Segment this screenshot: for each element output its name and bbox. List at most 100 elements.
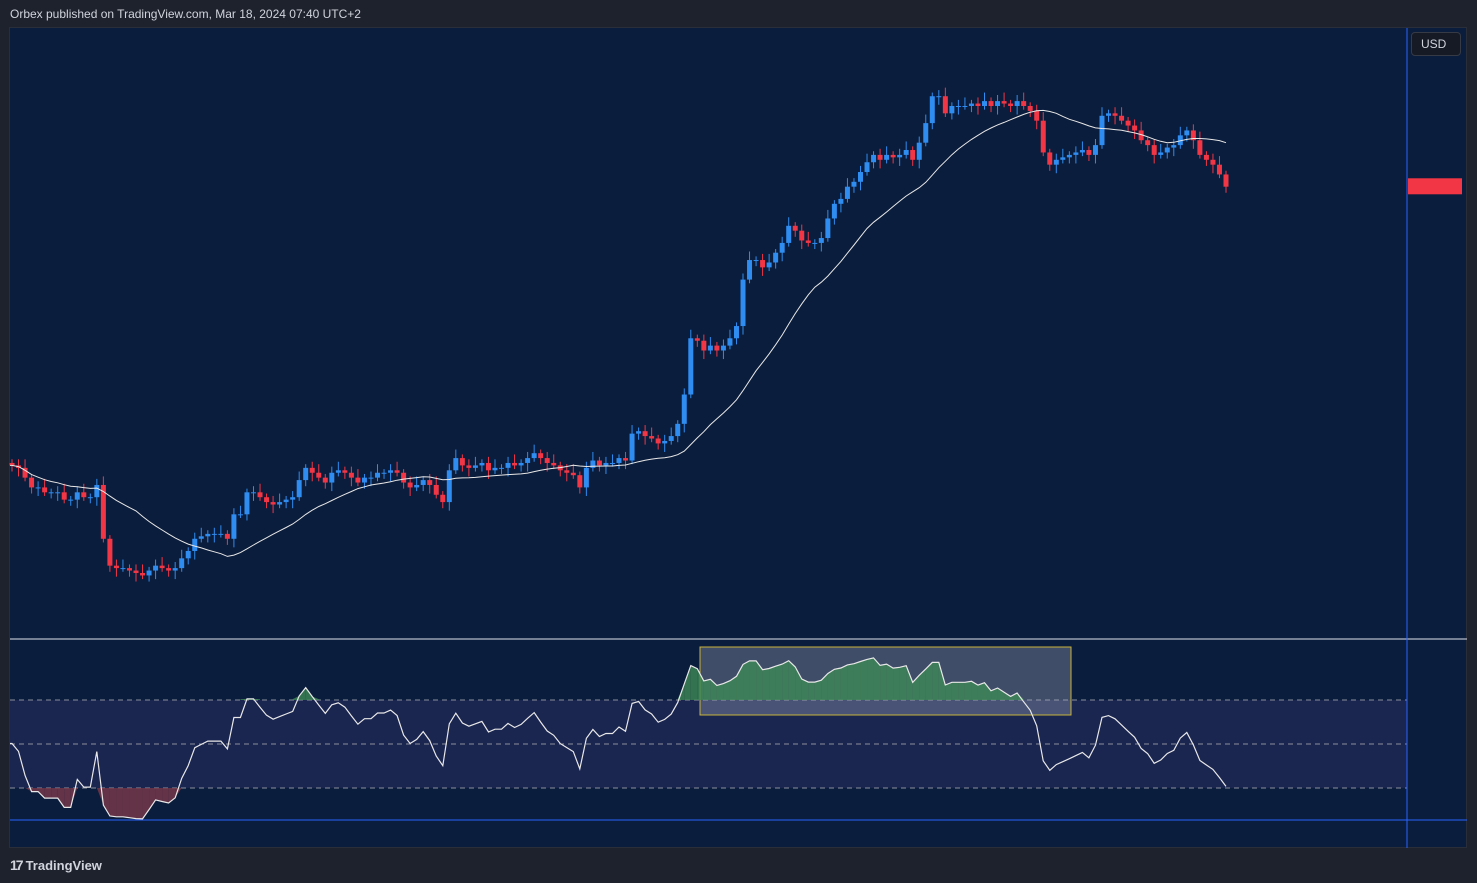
candle-body (831, 203, 837, 219)
candle-body (818, 238, 824, 243)
candle-body (198, 536, 204, 539)
candle-body (747, 260, 753, 280)
candle-body (427, 480, 433, 485)
rsi-oversold-fill (103, 788, 110, 816)
candle-body (701, 340, 707, 351)
rsi-overbought-fill (893, 667, 900, 700)
candle-body (388, 470, 394, 473)
candle-body (270, 502, 276, 505)
candle-body (329, 472, 335, 483)
candle-body (153, 565, 159, 571)
candle-body (74, 492, 80, 500)
candle-body (433, 484, 439, 495)
candle-body (694, 338, 700, 341)
rsi-overbought-fill (729, 676, 737, 700)
candle-body (107, 538, 113, 566)
candle-body (773, 252, 779, 263)
candle-body (277, 502, 283, 505)
candle-body (1014, 101, 1020, 106)
candle-body (1190, 130, 1196, 141)
candle-body (799, 230, 805, 241)
candle-body (531, 453, 537, 459)
rsi-overbought-fill (886, 664, 894, 700)
rsi-overbought-fill (984, 682, 992, 700)
candle-body (1060, 157, 1066, 160)
rsi-oversold-fill (155, 788, 163, 802)
candle-body (760, 260, 766, 268)
candle-body (864, 162, 870, 173)
candle-body (525, 458, 531, 463)
candle-body (616, 458, 622, 463)
candle-body (753, 260, 759, 262)
rsi-oversold-fill (57, 788, 65, 808)
tradingview-logo[interactable]: 17 TradingView (10, 857, 102, 873)
rsi-overbought-fill (769, 666, 776, 700)
rsi-overbought-fill (684, 665, 691, 700)
currency-button[interactable]: USD (1411, 32, 1461, 56)
rsi-oversold-fill (44, 788, 52, 799)
candle-body (962, 106, 968, 107)
rsi-overbought-fill (690, 665, 698, 700)
candle-body (903, 150, 909, 155)
candle-body (590, 460, 596, 468)
candle-body (355, 477, 361, 483)
candle-body (1047, 152, 1053, 165)
candle-body (440, 494, 446, 503)
rsi-overbought-fill (827, 669, 835, 700)
candle-body (264, 497, 270, 503)
candle-body (551, 462, 557, 466)
rsi-overbought-fill (795, 666, 802, 700)
candle-body (714, 345, 720, 351)
rsi-oversold-fill (175, 787, 182, 798)
candle-body (825, 218, 831, 239)
candle-body (982, 101, 988, 106)
candle-body (381, 472, 387, 474)
rsi-oversold-fill (38, 788, 45, 799)
rsi-line (10, 657, 1227, 820)
candle-body (466, 465, 472, 468)
candle-body (936, 96, 942, 98)
candle-body (897, 154, 903, 158)
candle-body (916, 142, 922, 160)
rsi-oversold-fill (149, 788, 156, 810)
candle-body (1177, 135, 1183, 146)
rsi-oversold-fill (129, 788, 137, 819)
rsi-overbought-fill (1010, 693, 1018, 700)
candle-body (1223, 174, 1229, 187)
rsi-overbought-fill (938, 662, 946, 700)
candle-body (1158, 152, 1164, 155)
rsi-overbought-fill (756, 660, 763, 700)
candle-body (975, 103, 981, 106)
candle-body (146, 570, 152, 576)
candle-body (629, 433, 635, 461)
candle-body (446, 470, 452, 503)
candle-body (727, 338, 733, 346)
candle-body (668, 436, 674, 441)
candle-body (55, 492, 61, 494)
candle-body (485, 462, 491, 471)
candle-body (1001, 101, 1007, 104)
rsi-overbought-fill (880, 664, 887, 700)
candle-body (283, 499, 289, 503)
candle-body (779, 242, 785, 253)
rsi-overbought-fill (925, 662, 933, 700)
candle-body (1119, 115, 1125, 121)
candle-body (649, 436, 655, 439)
rsi-overbought-fill (971, 681, 978, 700)
candle-body (420, 480, 426, 485)
candle-body (857, 172, 863, 182)
candle-body (459, 458, 465, 466)
candle-body (100, 484, 106, 539)
rsi-overbought-fill (853, 661, 861, 700)
candle-body (505, 462, 511, 468)
candle-body (407, 482, 413, 488)
candle-body (766, 262, 772, 268)
candle-body (792, 225, 798, 231)
candle-body (94, 484, 100, 498)
rsi-overbought-fill (723, 680, 730, 700)
rsi-overbought-fill (801, 679, 809, 700)
candle-body (35, 487, 41, 489)
candle-body (955, 106, 961, 107)
rsi-overbought-fill (703, 679, 711, 700)
